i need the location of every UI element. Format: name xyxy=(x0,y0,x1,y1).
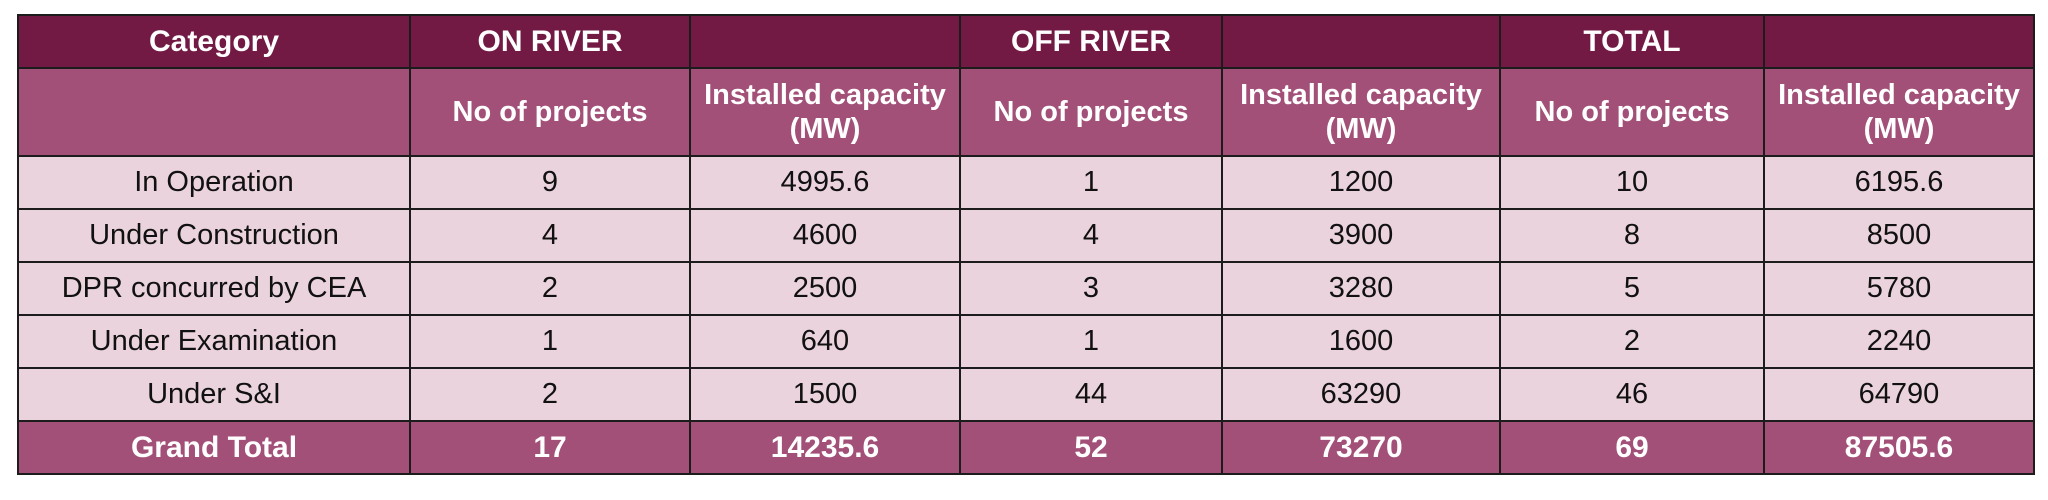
subheader-off-projects: No of projects xyxy=(959,67,1223,157)
header-blank xyxy=(1763,14,2035,69)
grand-total-row: Grand Total 17 14235.6 52 73270 69 87505… xyxy=(17,420,2035,475)
subheader-total-capacity: Installed capacity (MW) xyxy=(1763,67,2035,157)
cell-off-capacity: 3900 xyxy=(1221,208,1501,263)
cell-off-capacity: 1600 xyxy=(1221,314,1501,369)
subheader-row: No of projects Installed capacity (MW) N… xyxy=(17,67,2035,157)
cell-total-projects: 10 xyxy=(1499,155,1765,210)
header-total: TOTAL xyxy=(1499,14,1765,69)
cell-on-projects: 1 xyxy=(409,314,691,369)
cell-off-projects: 1 xyxy=(959,155,1223,210)
cell-category: In Operation xyxy=(17,155,411,210)
cell-on-capacity: 4995.6 xyxy=(689,155,961,210)
cell-category: Under S&I xyxy=(17,367,411,422)
cell-total-projects: 2 xyxy=(1499,314,1765,369)
total-off-capacity: 73270 xyxy=(1221,420,1501,475)
total-on-capacity: 14235.6 xyxy=(689,420,961,475)
subheader-on-capacity: Installed capacity (MW) xyxy=(689,67,961,157)
cell-total-capacity: 5780 xyxy=(1763,261,2035,316)
table-row: DPR concurred by CEA 2 2500 3 3280 5 578… xyxy=(17,261,2035,316)
total-total-projects: 69 xyxy=(1499,420,1765,475)
table-row: Under Examination 1 640 1 1600 2 2240 xyxy=(17,314,2035,369)
cell-on-projects: 2 xyxy=(409,367,691,422)
cell-off-projects: 4 xyxy=(959,208,1223,263)
cell-on-projects: 4 xyxy=(409,208,691,263)
cell-off-capacity: 1200 xyxy=(1221,155,1501,210)
projects-table: Category ON RIVER OFF RIVER TOTAL No of … xyxy=(17,14,2035,475)
cell-on-capacity: 640 xyxy=(689,314,961,369)
table-row: Under S&I 2 1500 44 63290 46 64790 xyxy=(17,367,2035,422)
total-on-projects: 17 xyxy=(409,420,691,475)
subheader-total-projects: No of projects xyxy=(1499,67,1765,157)
cell-off-capacity: 63290 xyxy=(1221,367,1501,422)
header-on-river: ON RIVER xyxy=(409,14,691,69)
cell-total-projects: 8 xyxy=(1499,208,1765,263)
cell-off-projects: 1 xyxy=(959,314,1223,369)
subheader-on-projects: No of projects xyxy=(409,67,691,157)
cell-on-capacity: 1500 xyxy=(689,367,961,422)
total-off-projects: 52 xyxy=(959,420,1223,475)
cell-total-projects: 5 xyxy=(1499,261,1765,316)
header-category: Category xyxy=(17,14,411,69)
cell-total-capacity: 2240 xyxy=(1763,314,2035,369)
total-total-capacity: 87505.6 xyxy=(1763,420,2035,475)
cell-off-projects: 44 xyxy=(959,367,1223,422)
header-row: Category ON RIVER OFF RIVER TOTAL xyxy=(17,14,2035,69)
subheader-blank xyxy=(17,67,411,157)
table-row: In Operation 9 4995.6 1 1200 10 6195.6 xyxy=(17,155,2035,210)
cell-on-capacity: 4600 xyxy=(689,208,961,263)
cell-category: Under Examination xyxy=(17,314,411,369)
cell-category: DPR concurred by CEA xyxy=(17,261,411,316)
cell-category: Under Construction xyxy=(17,208,411,263)
table-row: Under Construction 4 4600 4 3900 8 8500 xyxy=(17,208,2035,263)
cell-total-capacity: 64790 xyxy=(1763,367,2035,422)
cell-on-capacity: 2500 xyxy=(689,261,961,316)
header-off-river: OFF RIVER xyxy=(959,14,1223,69)
header-blank xyxy=(1221,14,1501,69)
cell-off-projects: 3 xyxy=(959,261,1223,316)
cell-total-capacity: 8500 xyxy=(1763,208,2035,263)
cell-total-capacity: 6195.6 xyxy=(1763,155,2035,210)
cell-total-projects: 46 xyxy=(1499,367,1765,422)
cell-on-projects: 9 xyxy=(409,155,691,210)
total-label: Grand Total xyxy=(17,420,411,475)
header-blank xyxy=(689,14,961,69)
cell-off-capacity: 3280 xyxy=(1221,261,1501,316)
subheader-off-capacity: Installed capacity (MW) xyxy=(1221,67,1501,157)
cell-on-projects: 2 xyxy=(409,261,691,316)
